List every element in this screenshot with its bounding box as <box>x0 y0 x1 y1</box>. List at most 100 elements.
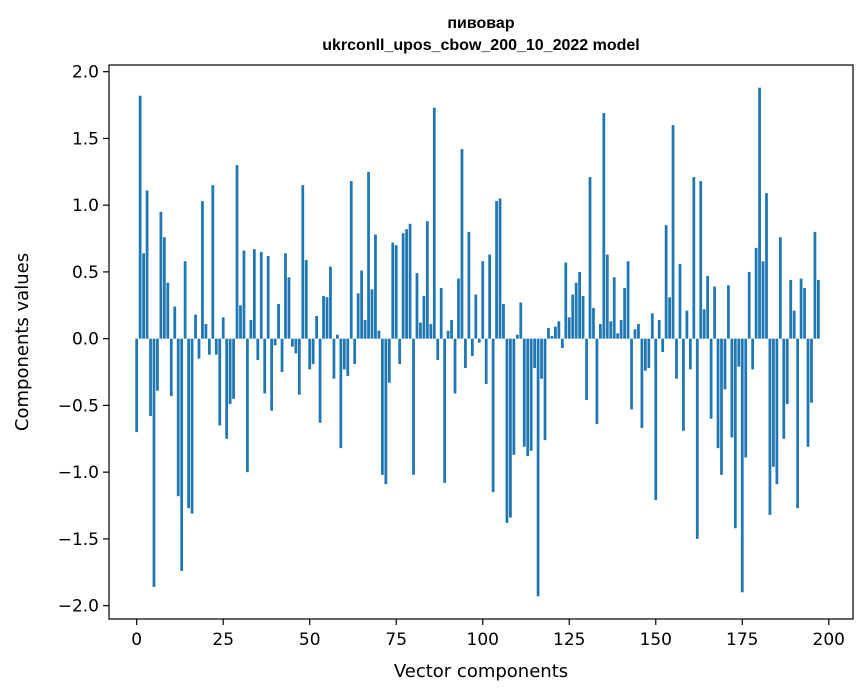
bar <box>657 319 661 339</box>
bar <box>398 338 402 365</box>
bar <box>374 234 377 339</box>
x-tick-label: 50 <box>299 630 321 650</box>
y-tick-label: −2.0 <box>58 597 99 617</box>
bar <box>294 338 298 354</box>
bar <box>325 297 329 339</box>
bar <box>792 310 796 339</box>
bar <box>727 285 730 339</box>
bar <box>723 338 727 390</box>
y-tick-label: −0.5 <box>58 396 99 416</box>
bar <box>166 282 170 339</box>
plot-frame <box>108 64 854 620</box>
bar <box>647 338 651 369</box>
bar <box>571 294 575 339</box>
bar <box>360 270 363 339</box>
y-tick-label: 2.0 <box>72 63 99 83</box>
bar <box>301 185 305 339</box>
bar <box>692 177 696 339</box>
bar <box>730 338 734 438</box>
bar <box>526 338 530 457</box>
bar <box>142 253 145 339</box>
bar <box>661 338 665 353</box>
bar <box>502 303 505 339</box>
bar <box>595 338 599 425</box>
bar <box>311 338 315 365</box>
bar <box>297 338 301 395</box>
x-tick-label: 150 <box>640 630 672 650</box>
bar <box>242 250 246 339</box>
x-tick-label: 125 <box>553 630 585 650</box>
bar <box>740 338 744 593</box>
bar <box>664 225 668 339</box>
bar <box>356 293 360 339</box>
bar <box>201 201 204 339</box>
bar <box>778 237 782 339</box>
bar <box>481 261 485 339</box>
bar <box>277 303 280 339</box>
bar <box>702 309 706 339</box>
bar <box>803 287 806 339</box>
bar <box>581 295 585 339</box>
bar <box>149 338 152 417</box>
bar <box>554 326 557 339</box>
bar <box>211 185 215 339</box>
bar <box>699 181 703 339</box>
bar <box>474 294 478 339</box>
bar <box>495 201 498 339</box>
bar <box>785 338 789 405</box>
bar <box>194 314 197 339</box>
y-tick-label: −1.5 <box>58 530 99 550</box>
bar <box>671 125 675 339</box>
bar <box>284 253 287 339</box>
bar <box>401 233 405 339</box>
bar <box>266 255 270 339</box>
bar <box>550 335 554 339</box>
bar <box>425 221 429 339</box>
bar <box>391 242 395 339</box>
bar <box>204 323 208 339</box>
bar <box>419 322 422 339</box>
bar <box>574 282 578 339</box>
bar <box>477 338 481 343</box>
bar <box>394 245 398 339</box>
bar <box>429 323 433 339</box>
bar <box>214 338 218 355</box>
bar <box>363 319 367 339</box>
bar <box>387 338 391 383</box>
bar <box>654 338 658 501</box>
bar <box>498 198 502 339</box>
bar <box>619 319 623 339</box>
bar <box>543 338 547 441</box>
bar <box>332 338 336 379</box>
y-axis-ticks: 2.0 1.5 1.0 0.5 0.0 −0.5 −1.0 −1.5 −2.0 <box>58 63 109 617</box>
bar <box>152 338 156 587</box>
bar <box>592 307 595 339</box>
bar <box>813 231 817 339</box>
bar <box>370 289 374 339</box>
x-tick-label: 100 <box>467 630 499 650</box>
bar <box>197 338 201 359</box>
bar <box>515 334 519 339</box>
bar <box>491 338 495 493</box>
x-tick-label: 0 <box>131 630 142 650</box>
bar <box>221 317 225 339</box>
bar <box>630 338 633 410</box>
bar <box>291 338 294 347</box>
bar <box>252 249 256 339</box>
bar <box>470 338 474 357</box>
bar <box>626 261 630 339</box>
bar <box>810 338 813 403</box>
bar <box>225 338 229 439</box>
bar <box>706 275 710 339</box>
x-tick-label: 25 <box>212 630 234 650</box>
bar <box>519 302 523 339</box>
bar <box>720 338 723 475</box>
bar <box>806 338 810 447</box>
y-axis-label: Components values <box>12 253 33 431</box>
bar <box>346 338 350 377</box>
bar <box>377 330 381 339</box>
bar <box>256 338 260 361</box>
bar <box>602 113 606 339</box>
x-tick-label: 175 <box>726 630 758 650</box>
